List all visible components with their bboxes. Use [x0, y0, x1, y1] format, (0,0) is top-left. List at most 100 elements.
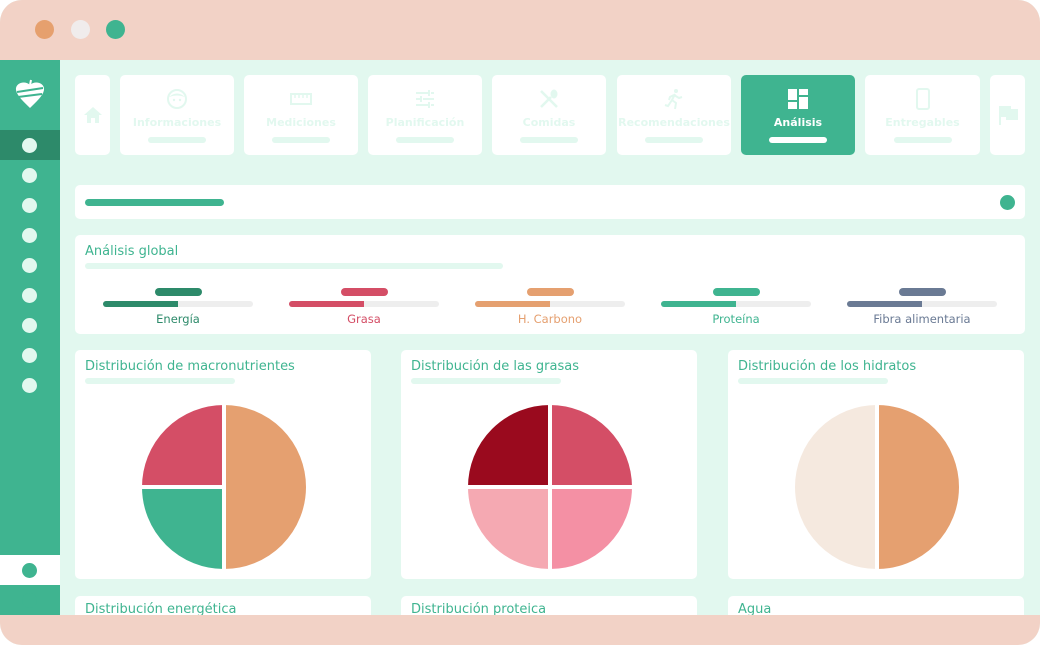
pie-slice-1[interactable] — [222, 400, 310, 574]
tab-comidas[interactable]: Comidas — [492, 75, 606, 155]
pie-slice-1[interactable] — [548, 400, 637, 489]
tab-analisis[interactable]: Análisis — [741, 75, 855, 155]
sliders-icon — [416, 90, 434, 108]
minimize-window-button[interactable] — [71, 20, 90, 39]
title-underline — [738, 378, 888, 384]
pie-chart — [791, 400, 963, 574]
chart-title: Distribución de macronutrientes — [85, 359, 295, 374]
sidebar-item-4[interactable] — [22, 228, 37, 243]
face-icon — [167, 89, 187, 109]
flag-icon — [998, 106, 1018, 125]
metric-progress-track — [103, 301, 253, 307]
sidebar-bottom-item-1[interactable] — [22, 563, 37, 578]
pie-slice-2[interactable] — [548, 485, 637, 574]
metric-2: Grasa — [289, 288, 439, 326]
chart-card-3: Distribución de los hidratos — [728, 350, 1024, 579]
tab-home[interactable] — [75, 75, 110, 155]
tab-label: Análisis — [773, 116, 823, 129]
metric-progress-track — [475, 301, 625, 307]
metric-name: Proteína — [712, 312, 760, 326]
sidebar-item-8[interactable] — [22, 348, 37, 363]
metric-progress-fill — [847, 301, 922, 307]
pie-slice-2[interactable] — [137, 485, 226, 574]
dashboard-icon — [788, 89, 808, 109]
status-dot[interactable] — [1000, 195, 1015, 210]
chart-title: Distribución de los hidratos — [738, 359, 917, 374]
metric-pill — [340, 288, 388, 296]
sidebar-item-3[interactable] — [22, 198, 37, 213]
sidebar-item-1[interactable] — [22, 138, 37, 153]
tab-indicator — [520, 137, 578, 143]
sidebar-item-2[interactable] — [22, 168, 37, 183]
home-icon — [83, 107, 102, 123]
tab-indicator — [769, 137, 827, 143]
sidebar-item-9[interactable] — [22, 378, 37, 393]
metric-1: Energía — [103, 288, 253, 326]
sidebar-item-7[interactable] — [22, 318, 37, 333]
metric-progress-track — [661, 301, 811, 307]
sidebar-item-6[interactable] — [22, 288, 37, 303]
tab-label: Planificación — [385, 116, 465, 129]
tab-label: Entregables — [885, 116, 960, 129]
metric-progress-fill — [103, 301, 178, 307]
chart-title: Distribución de las grasas — [411, 359, 579, 374]
metric-progress-fill — [475, 301, 550, 307]
metric-name: Grasa — [347, 312, 381, 326]
title-bar — [0, 0, 1040, 60]
pie-slice-3[interactable] — [137, 400, 226, 489]
maximize-window-button[interactable] — [106, 20, 125, 39]
card-title: Análisis global — [85, 244, 179, 259]
metric-pill — [898, 288, 946, 296]
metric-pill — [154, 288, 202, 296]
ruler-icon — [290, 93, 312, 105]
chart-title: Distribución energética — [85, 602, 237, 617]
tab-label: Informaciones — [132, 116, 222, 129]
chart-title: Distribución proteica — [411, 602, 547, 617]
chart-card-1: Distribución de macronutrientes — [75, 350, 371, 579]
metric-progress-fill — [289, 301, 364, 307]
running-icon — [664, 89, 683, 110]
metric-name: Fibra alimentaria — [873, 312, 971, 326]
metric-progress-track — [847, 301, 997, 307]
metric-progress-track — [289, 301, 439, 307]
pie-slice-2[interactable] — [791, 400, 879, 574]
tab-flag[interactable] — [990, 75, 1025, 155]
close-window-button[interactable] — [35, 20, 54, 39]
tab-indicator — [272, 137, 330, 143]
tab-indicator — [148, 137, 206, 143]
utensils-icon — [540, 89, 558, 108]
metric-5: Fibra alimentaria — [847, 288, 997, 326]
metric-progress-fill — [661, 301, 736, 307]
phone-icon — [915, 88, 930, 110]
metric-pill — [526, 288, 574, 296]
footer-bar — [0, 615, 1040, 645]
metric-name: H. Carbono — [517, 312, 583, 326]
sidebar-item-5[interactable] — [22, 258, 37, 273]
tab-recomendaciones[interactable]: Recomendaciones — [617, 75, 731, 155]
tab-label: Recomendaciones — [618, 116, 730, 129]
tab-label: Comidas — [522, 116, 576, 129]
tab-indicator — [893, 137, 952, 143]
pie-slice-4[interactable] — [463, 400, 552, 489]
pie-chart — [137, 400, 310, 574]
tab-mediciones[interactable]: Mediciones — [244, 75, 358, 155]
chart-card-2: Distribución de las grasas — [401, 350, 697, 579]
tab-label: Mediciones — [266, 116, 336, 129]
tab-entregables[interactable]: Entregables — [865, 75, 980, 155]
title-underline — [411, 378, 561, 384]
pie-slice-1[interactable] — [875, 400, 963, 574]
metric-name: Energía — [156, 312, 200, 326]
tab-indicator — [645, 137, 703, 143]
tab-informaciones[interactable]: Informaciones — [120, 75, 234, 155]
metric-4: Proteína — [661, 288, 811, 326]
title-underline — [85, 263, 503, 269]
heart-apple-logo-icon — [15, 79, 45, 108]
metric-pill — [712, 288, 760, 296]
pie-chart — [463, 400, 637, 574]
tab-planificacion[interactable]: Planificación — [368, 75, 482, 155]
progress-bar — [85, 199, 224, 206]
pie-slice-3[interactable] — [463, 485, 552, 574]
sidebar-bottom-item-2[interactable] — [22, 593, 37, 608]
global-analysis-card: Análisis global Energía Grasa H. Carbono… — [75, 235, 1025, 334]
